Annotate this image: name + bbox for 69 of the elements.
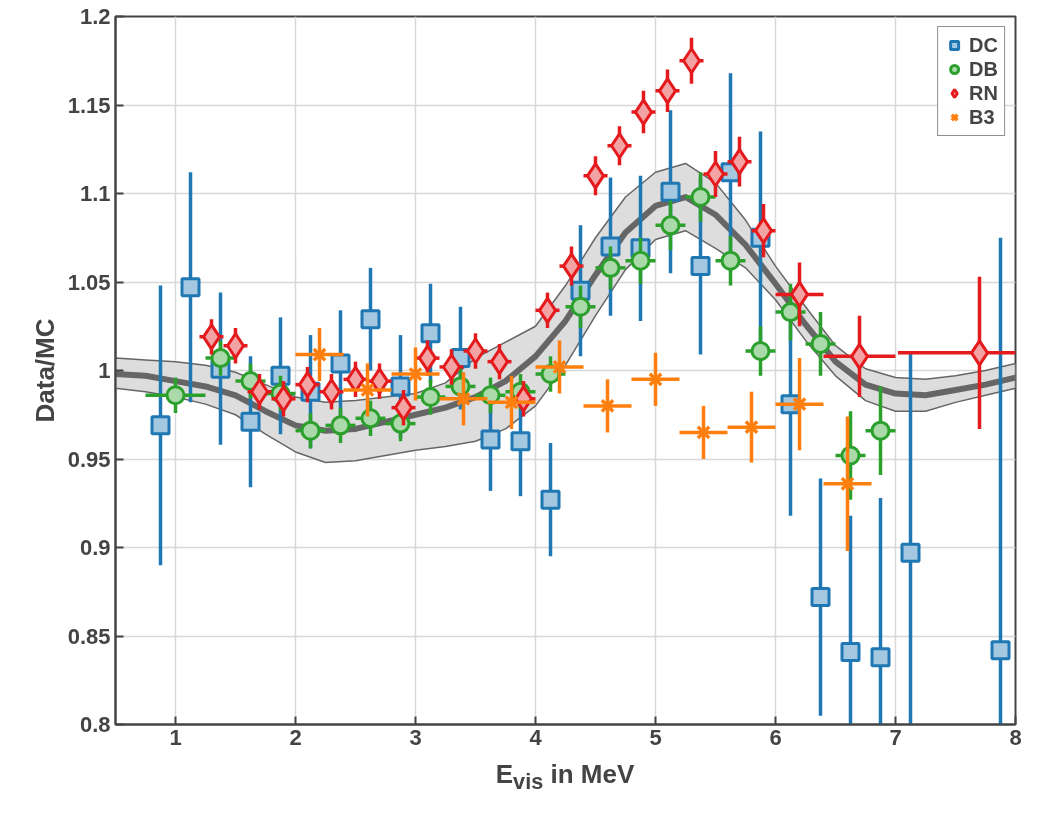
point xyxy=(600,398,615,414)
point xyxy=(840,641,861,662)
point xyxy=(744,419,759,435)
point xyxy=(408,366,423,382)
point xyxy=(552,359,567,375)
point xyxy=(510,431,531,452)
y-tick-label: 1.15 xyxy=(67,92,111,118)
point xyxy=(300,420,321,441)
point xyxy=(660,181,681,202)
point xyxy=(810,587,831,608)
y-tick-label: 0.85 xyxy=(67,623,111,649)
point xyxy=(810,333,831,354)
point xyxy=(600,236,621,257)
legend-label: RN xyxy=(969,81,998,105)
point xyxy=(750,341,771,362)
legend-label: DB xyxy=(969,57,998,81)
point xyxy=(870,420,891,441)
point xyxy=(630,250,651,271)
point xyxy=(900,542,921,563)
point xyxy=(690,187,711,208)
legend-label: DC xyxy=(969,33,998,57)
point xyxy=(504,394,519,410)
y-tick-label: 1.05 xyxy=(67,269,111,295)
point xyxy=(150,415,171,436)
y-tick-label: 0.9 xyxy=(79,535,111,560)
point xyxy=(540,489,561,510)
x-tick-label: 3 xyxy=(409,724,422,750)
point xyxy=(456,391,471,407)
x-axis-title: E$_{vis}$ in MeV xyxy=(495,758,635,797)
point xyxy=(330,353,351,374)
x-tick-label: 2 xyxy=(289,724,302,750)
point xyxy=(870,647,891,668)
point xyxy=(180,277,201,298)
point xyxy=(165,385,186,406)
point xyxy=(360,382,375,398)
point xyxy=(570,296,591,317)
point xyxy=(420,323,441,344)
point xyxy=(360,309,381,330)
point xyxy=(696,425,711,440)
x-tick-label: 4 xyxy=(529,724,543,750)
point xyxy=(240,411,261,432)
y-tick-label: 1.1 xyxy=(79,181,111,206)
y-tick-label: 1.2 xyxy=(79,4,111,29)
point xyxy=(210,348,231,369)
x-tick-label: 5 xyxy=(649,724,662,750)
x-tick-label: 8 xyxy=(1009,724,1022,750)
y-tick-label: 0.8 xyxy=(79,712,111,737)
point xyxy=(480,429,501,450)
point xyxy=(312,347,327,362)
point xyxy=(660,215,681,236)
point xyxy=(420,387,441,408)
x-tick-label: 7 xyxy=(889,724,902,750)
point xyxy=(330,415,351,436)
legend-label: B3 xyxy=(969,105,995,129)
y-axis-title: Data/MC xyxy=(29,318,60,423)
point xyxy=(360,408,381,429)
point xyxy=(720,250,741,271)
point xyxy=(690,256,711,277)
y-tick-label: 1 xyxy=(98,358,111,383)
point xyxy=(840,476,855,492)
point xyxy=(600,257,621,278)
y-tick-label: 0.95 xyxy=(67,446,111,472)
x-tick-label: 1 xyxy=(169,724,182,750)
point xyxy=(648,371,663,387)
point xyxy=(792,396,807,412)
x-tick-label: 6 xyxy=(769,724,782,750)
point xyxy=(990,640,1011,661)
point xyxy=(780,302,801,323)
point xyxy=(390,376,411,397)
